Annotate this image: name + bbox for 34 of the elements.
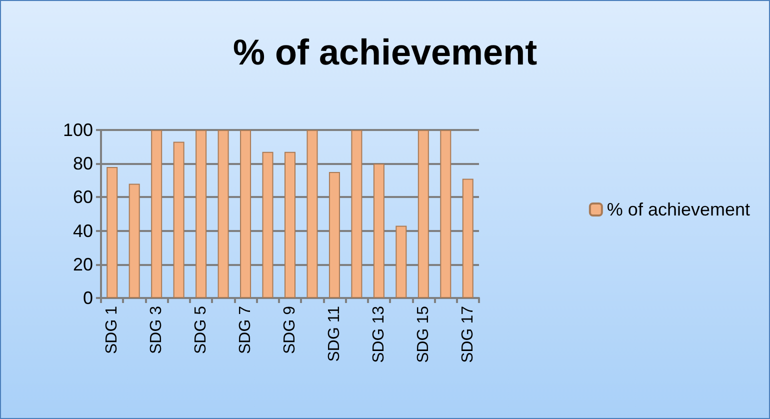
x-tick-label: SDG 7 bbox=[237, 306, 254, 354]
bar bbox=[306, 130, 318, 298]
bar bbox=[262, 152, 274, 298]
bar bbox=[218, 130, 229, 298]
x-tick-label: SDG 11 bbox=[326, 306, 343, 362]
y-tick-label: 60 bbox=[72, 187, 93, 208]
bar bbox=[284, 152, 296, 298]
x-tick-label: SDG 9 bbox=[282, 306, 298, 354]
x-tick-label: SDG 5 bbox=[192, 306, 210, 354]
y-tick-label: 20 bbox=[72, 254, 93, 274]
bar bbox=[462, 178, 474, 298]
bar bbox=[351, 130, 362, 298]
bar bbox=[418, 130, 429, 298]
bar bbox=[328, 172, 340, 298]
bar bbox=[151, 130, 162, 298]
bar bbox=[128, 184, 140, 298]
x-tick-label: SDG 3 bbox=[148, 306, 166, 354]
bar bbox=[240, 130, 252, 298]
bar bbox=[196, 130, 207, 298]
x-tick-label: SDG 1 bbox=[104, 306, 121, 354]
bar bbox=[106, 166, 118, 298]
bar bbox=[173, 142, 184, 298]
y-tick-label: 40 bbox=[72, 220, 93, 241]
bar bbox=[440, 130, 452, 298]
x-tick-label: SDG 17 bbox=[459, 306, 476, 363]
y-tick-label: 80 bbox=[72, 154, 93, 174]
x-tick-label: SDG 13 bbox=[370, 306, 388, 363]
bar bbox=[396, 226, 407, 298]
chart-title: % of achievement bbox=[232, 32, 538, 72]
y-tick-label: 0 bbox=[82, 288, 93, 308]
y-tick-label: 100 bbox=[62, 120, 93, 140]
legend-label: % of achievement bbox=[606, 200, 750, 220]
bar bbox=[373, 164, 384, 298]
x-tick-label: SDG 15 bbox=[414, 306, 432, 363]
